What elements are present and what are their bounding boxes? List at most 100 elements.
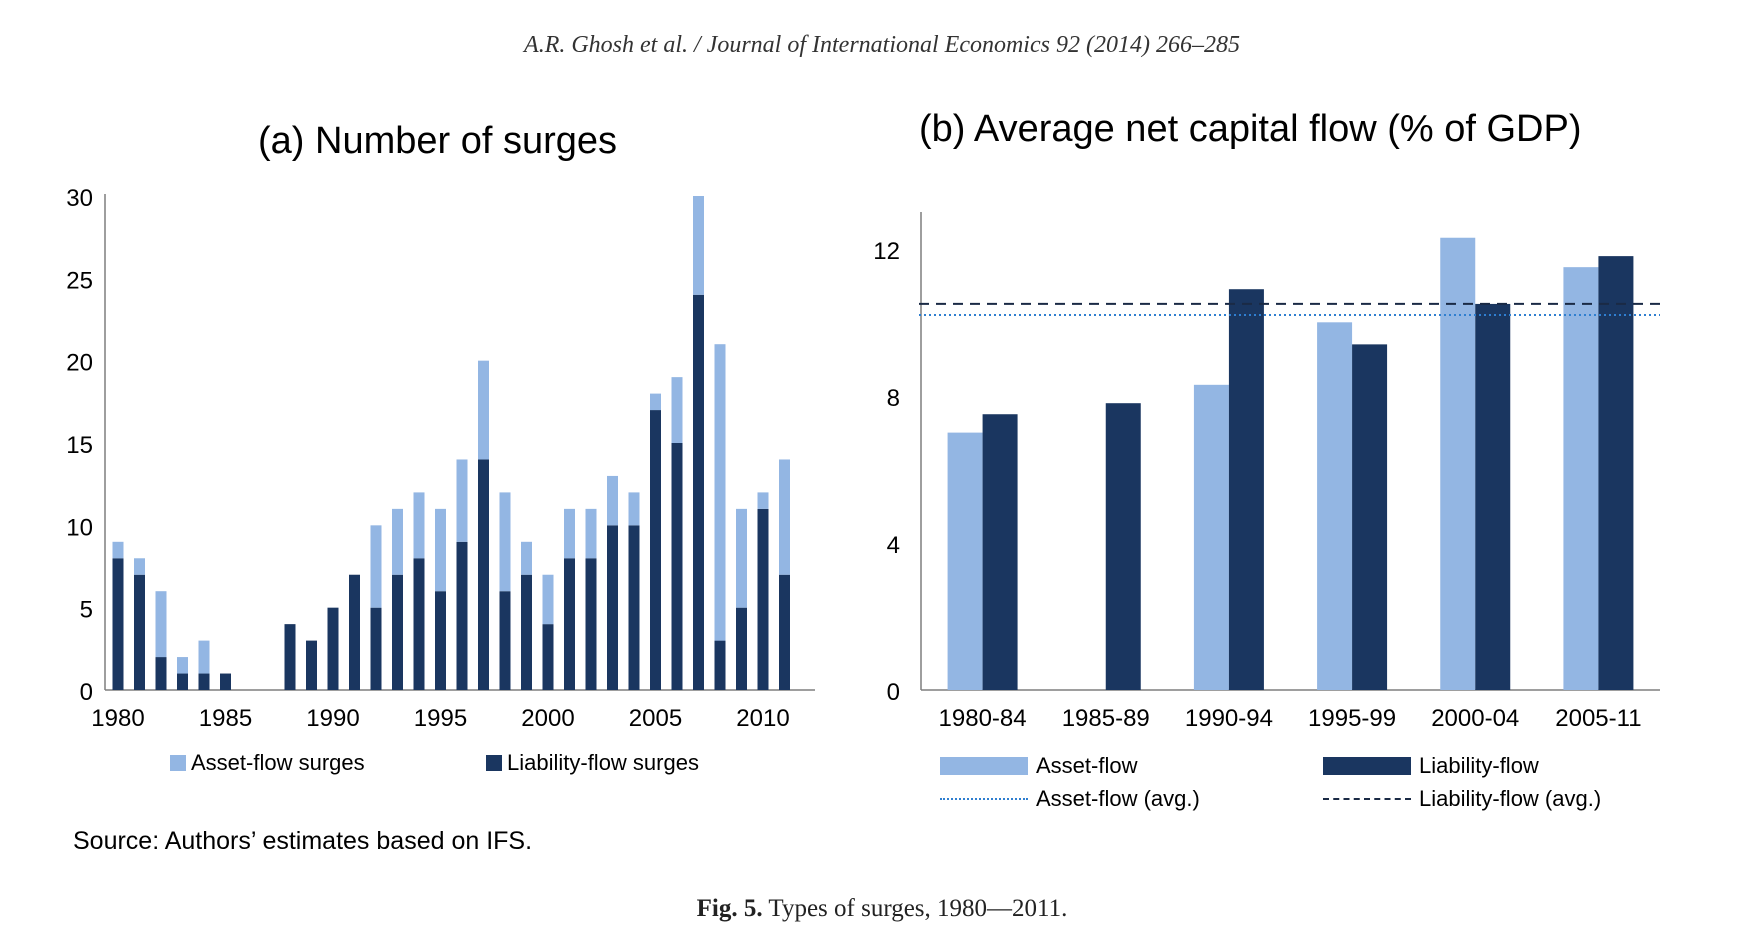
- chart-a-liability-bar: [671, 443, 683, 690]
- source-note: Source: Authors’ estimates based on IFS.: [73, 827, 533, 855]
- chart-a-liability-bar: [392, 574, 403, 690]
- chart-a-title: (a) Number of surges: [258, 120, 618, 162]
- chart-a-asset-bar: [198, 640, 210, 674]
- legend-a-liability-swatch: [486, 755, 502, 771]
- figure-caption-text: Types of surges, 1980—2011.: [768, 895, 1068, 922]
- chart-a-asset-bar: [112, 541, 124, 559]
- chart-a-x-tick-label: 2005: [629, 705, 682, 732]
- chart-a-asset-bar: [628, 492, 640, 526]
- chart-b-liability-bar: [1228, 289, 1264, 690]
- chart-a-asset-bar: [564, 508, 575, 559]
- chart-b-liability-bar: [1475, 303, 1511, 690]
- chart-b-x-tick-label: 1990-94: [1185, 705, 1273, 732]
- chart-a-liability-bar: [220, 673, 231, 690]
- legend-b-liability-avg-label: Liability-flow (avg.): [1419, 786, 1602, 811]
- figure-label: Fig. 5.: [696, 895, 763, 922]
- chart-a-asset-bar: [650, 393, 661, 411]
- chart-a-x-tick-label: 1995: [414, 705, 467, 732]
- chart-a-y-tick-label: 15: [66, 432, 93, 459]
- chart-a-liability-bar: [284, 624, 296, 690]
- chart-a-asset-bar: [413, 492, 425, 559]
- chart-a-y-tick-label: 20: [66, 350, 93, 377]
- chart-a-x-tick-label: 1980: [91, 705, 144, 732]
- chart-a-liability-bar: [456, 541, 468, 690]
- chart-a-liability-bar: [650, 410, 661, 690]
- chart-a-asset-bar: [757, 492, 769, 509]
- legend-a-liability: Liability-flow surges: [486, 750, 699, 776]
- legend-b-liability-label: Liability-flow: [1419, 753, 1539, 778]
- chart-a-y-tick-label: 30: [66, 185, 93, 212]
- chart-a-asset-bar: [134, 558, 145, 575]
- chart-a-liability-bar: [779, 574, 790, 690]
- chart-a-liability-bar: [198, 673, 210, 690]
- chart-b-liability-bar: [982, 414, 1018, 690]
- chart-a-asset-bar: [542, 574, 554, 625]
- chart-b-y-tick-label: 0: [887, 679, 900, 706]
- chart-a-liability-bar: [585, 558, 597, 690]
- chart-a-y-tick-label: 25: [66, 267, 93, 294]
- legend-b-liability-swatch: [1323, 757, 1411, 775]
- legend-b-asset-avg-label: Asset-flow (avg.): [1036, 786, 1200, 811]
- chart-a-liability-bar: [736, 607, 747, 690]
- chart-a-y-tick-label: 0: [80, 679, 93, 706]
- chart-b-x-tick-label: 2000-04: [1431, 705, 1519, 732]
- chart-a-asset-bar: [177, 657, 188, 674]
- chart-b-asset-bar: [947, 432, 983, 690]
- chart-a-liability-bar: [134, 574, 145, 690]
- legend-b-liability-avg: Liability-flow (avg.): [1323, 786, 1601, 812]
- chart-a-x-tick-label: 2000: [521, 705, 574, 732]
- chart-a-asset-bar: [779, 459, 790, 575]
- chart-a-asset-bar: [456, 459, 468, 542]
- chart-a-asset-bar: [499, 492, 511, 592]
- chart-a-asset-bar: [736, 508, 747, 608]
- chart-b-y-tick-label: 8: [887, 385, 900, 412]
- chart-a-liability-bar: [413, 558, 425, 690]
- chart-a-liability-bar: [521, 574, 532, 690]
- chart-a-asset-bar: [435, 508, 446, 592]
- chart-a-liability-bar: [306, 640, 317, 690]
- chart-b-x-tick-label: 1985-89: [1062, 705, 1150, 732]
- chart-b-asset-bar: [1193, 384, 1229, 690]
- chart-b-asset-bar: [1440, 237, 1476, 690]
- chart-b-x-tick-label: 1995-99: [1308, 705, 1396, 732]
- chart-a-liability-bar: [714, 640, 726, 690]
- chart-a-y-tick-label: 10: [66, 514, 93, 541]
- legend-b-asset-avg: Asset-flow (avg.): [940, 786, 1200, 812]
- legend-a-asset-label: Asset-flow surges: [191, 750, 365, 775]
- figure-caption: Fig. 5. Types of surges, 1980—2011.: [0, 895, 1764, 923]
- chart-a-asset-bar: [521, 541, 532, 575]
- legend-a-asset: Asset-flow surges: [170, 750, 365, 776]
- chart-a-liability-bar: [177, 673, 188, 690]
- legend-b-liability: Liability-flow: [1323, 753, 1539, 779]
- chart-a-liability-bar: [155, 657, 167, 690]
- chart-a-liability-bar: [349, 574, 360, 690]
- chart-b-liability-bar: [1598, 256, 1634, 690]
- chart-a-liability-bar: [435, 591, 446, 690]
- chart-b-asset-bar: [1317, 322, 1353, 690]
- legend-b-asset-swatch: [940, 757, 1028, 775]
- chart-a-asset-bar: [693, 196, 704, 295]
- chart-b-y-tick-label: 12: [873, 238, 900, 265]
- chart-b-x-tick-label: 2005-11: [1555, 705, 1641, 732]
- chart-a-asset-bar: [392, 508, 403, 575]
- chart-a-liability-bar: [327, 607, 339, 690]
- chart-a-asset-bar: [478, 360, 489, 460]
- chart-a-asset-bar: [714, 344, 726, 641]
- chart-a-x-tick-label: 1990: [306, 705, 359, 732]
- chart-a-asset-bar: [671, 377, 683, 443]
- journal-header: A.R. Ghosh et al. / Journal of Internati…: [524, 32, 1240, 58]
- legend-a-asset-swatch: [170, 755, 186, 771]
- legend-a-liability-label: Liability-flow surges: [507, 750, 699, 775]
- chart-a-liability-bar: [628, 525, 640, 690]
- chart-a-liability-bar: [693, 294, 704, 690]
- legend-b-asset-label: Asset-flow: [1036, 753, 1138, 778]
- legend-b-asset-avg-swatch: [940, 798, 1028, 800]
- legend-b-asset: Asset-flow: [940, 753, 1137, 779]
- chart-a-x-tick-label: 2010: [736, 705, 789, 732]
- chart-a-liability-bar: [112, 558, 124, 690]
- chart-a-liability-bar: [757, 508, 769, 690]
- chart-a-asset-bar: [585, 508, 597, 559]
- chart-b-liability-bar: [1352, 344, 1388, 690]
- chart-b-y-tick-label: 4: [887, 532, 900, 559]
